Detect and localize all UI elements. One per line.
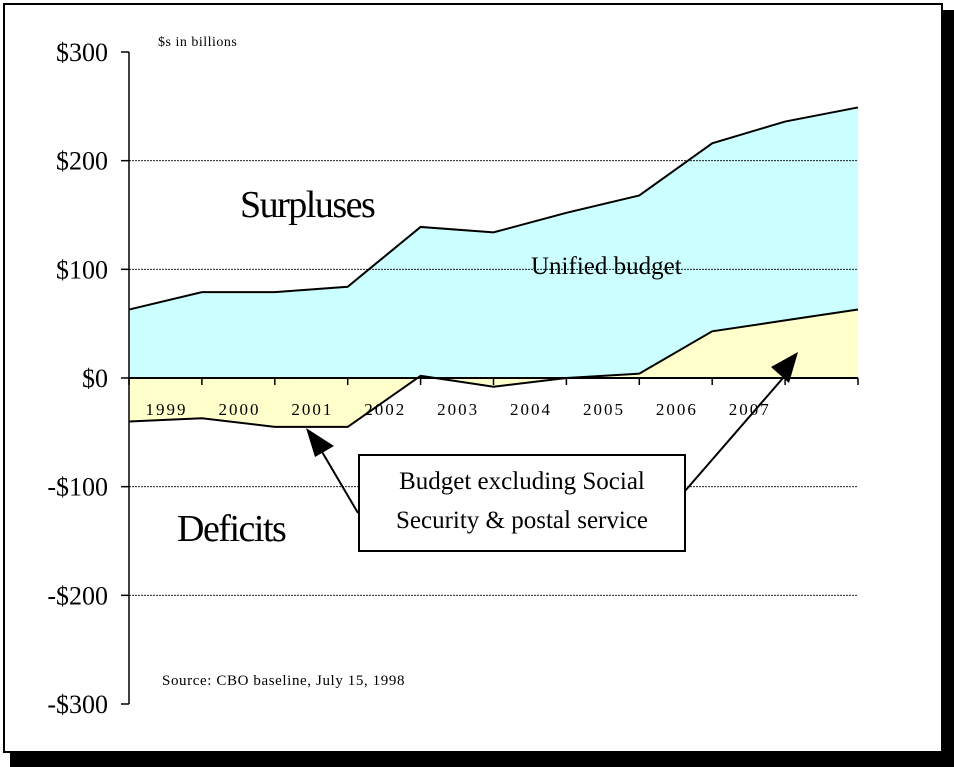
x-tick-label: 2001: [291, 400, 333, 419]
series-label-unified-budget: Unified budget: [531, 253, 682, 280]
callout-text-line1: Budget excluding Social: [399, 468, 645, 495]
y-tick-label: -$200: [47, 581, 108, 610]
y-tick-label: $300: [56, 38, 108, 67]
callout-arrow-line-left: [317, 444, 359, 514]
x-tick-label: 2005: [583, 400, 625, 419]
callout-arrow-head-left: [306, 428, 334, 457]
x-tick-labels: 1999 2000 2001 2002 2003 2004 2005 2006 2007: [146, 400, 769, 419]
area-series-1: [129, 309, 858, 427]
y-tick-label: $200: [56, 147, 108, 176]
callout: Budget excluding Social Security & posta…: [306, 352, 798, 552]
series-line-1: [128, 308, 859, 428]
x-tick-label: 2003: [437, 400, 479, 419]
y-tick-label: -$300: [47, 690, 108, 719]
y-tick-label: $100: [56, 255, 108, 284]
series-line-0: [128, 106, 859, 311]
y-tick-labels: $300 $200 $100 $0 -$100 -$200 -$300: [47, 38, 108, 719]
x-tick-label: 2002: [364, 400, 406, 419]
x-tick-label: 2006: [656, 400, 698, 419]
callout-arrow-line-right: [684, 377, 784, 492]
callout-text-line2: Security & postal service: [396, 507, 648, 534]
deficits-annotation: Deficits: [177, 508, 286, 550]
x-tick-label: 1999: [146, 400, 188, 419]
surpluses-annotation: Surpluses: [240, 184, 375, 226]
unit-label: $s in billions: [158, 35, 237, 50]
area-series-0: [129, 107, 858, 379]
source-note: Source: CBO baseline, July 15, 1998: [162, 673, 405, 689]
line-layer: [128, 106, 859, 428]
callout-box: [358, 454, 686, 552]
x-tick-label: 2000: [218, 400, 260, 419]
x-tick-label: 2004: [510, 400, 552, 419]
axes-layer: [121, 51, 859, 705]
y-tick-label: -$100: [47, 473, 108, 502]
y-tick-label: $0: [82, 364, 108, 393]
area-layer: [129, 107, 858, 427]
callout-arrow-head-right: [771, 352, 798, 383]
